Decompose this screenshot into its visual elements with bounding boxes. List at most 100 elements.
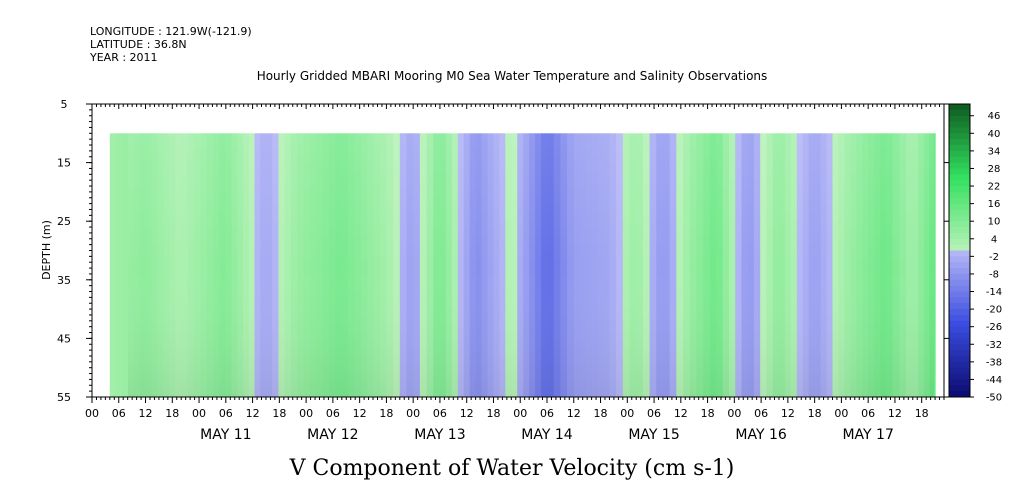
y-tick-label: 25	[57, 215, 71, 228]
colorbar-swatch	[949, 279, 970, 287]
x-hour-label: 06	[861, 407, 875, 420]
colorbar-swatch	[949, 109, 970, 117]
x-hour-label: 18	[915, 407, 929, 420]
colorbar-swatch	[949, 332, 970, 339]
colorbar-swatch	[949, 273, 970, 281]
x-hour-label: 12	[246, 407, 260, 420]
colorbar-swatch	[949, 232, 970, 240]
colorbar-swatch	[949, 203, 970, 210]
colorbar-swatch	[949, 326, 970, 333]
x-hour-label: 12	[567, 407, 581, 420]
colorbar-label: -2	[989, 252, 999, 263]
y-tick-label: 35	[57, 274, 71, 287]
colorbar-swatch	[949, 168, 970, 175]
year-label: YEAR : 2011	[89, 51, 158, 64]
x-hour-label: 00	[513, 407, 527, 420]
x-hour-label: 12	[781, 407, 795, 420]
colorbar-label: 46	[988, 111, 1001, 122]
colorbar-swatch	[949, 145, 970, 152]
x-hour-label: 06	[326, 407, 340, 420]
colorbar-label: 28	[988, 164, 1001, 175]
x-hour-label: 18	[165, 407, 179, 420]
x-day-label: MAY 14	[521, 427, 572, 443]
y-axis-label: DEPTH (m)	[40, 220, 53, 280]
x-hour-label: 18	[808, 407, 822, 420]
colorbar-swatch	[949, 180, 970, 187]
y-tick-label: 5	[61, 98, 68, 111]
x-hour-label: 12	[460, 407, 474, 420]
colorbar-swatch	[949, 162, 970, 169]
colorbar-swatch	[949, 250, 970, 257]
colorbar-swatch	[949, 350, 970, 357]
x-hour-label: 18	[272, 407, 286, 420]
colorbar-swatch	[949, 297, 970, 304]
heatmap-cell	[115, 133, 123, 398]
colorbar-label: 22	[988, 182, 1001, 193]
colorbar-swatch	[949, 285, 970, 292]
colorbar-label: 10	[988, 217, 1001, 228]
colorbar-swatch	[949, 367, 970, 374]
colorbar-swatch	[949, 303, 970, 310]
heatmap-cell	[121, 133, 129, 398]
x-day-label: MAY 11	[200, 427, 251, 443]
colorbar-swatch	[949, 391, 970, 398]
x-hour-label: 00	[85, 407, 99, 420]
colorbar-swatch	[949, 361, 970, 369]
y-axis: 5 15 25 35 45 55	[57, 98, 950, 404]
x-axis: 00 06 12 18 00 06 12 18 00 06 12 18 00 06 12 18 00 06 12 18…	[85, 104, 945, 443]
colorbar-swatch	[949, 150, 970, 158]
x-hour-label: 00	[299, 407, 313, 420]
colorbar-label: -38	[986, 357, 1002, 368]
x-hour-label: 18	[701, 407, 715, 420]
colorbar-swatch	[949, 320, 970, 328]
colorbar-swatch	[949, 338, 970, 345]
x-hour-label: 06	[219, 407, 233, 420]
x-hour-label: 18	[594, 407, 608, 420]
colorbar-swatch	[949, 156, 970, 163]
x-day-label: MAY 16	[735, 427, 786, 443]
colorbar-swatch	[949, 174, 970, 181]
x-hour-label: 06	[754, 407, 768, 420]
colorbar-swatch	[949, 121, 970, 128]
colorbar-swatch	[949, 244, 970, 251]
longitude-label: LONGITUDE : 121.9W(-121.9)	[90, 25, 252, 38]
x-hour-label: 00	[192, 407, 206, 420]
colorbar-swatch	[949, 215, 970, 222]
colorbar-label: -14	[986, 287, 1002, 298]
colorbar-label: -8	[989, 269, 999, 280]
colorbar-swatch	[949, 127, 970, 134]
colorbar-swatch	[949, 191, 970, 199]
colorbar-swatch	[949, 139, 970, 146]
plot-area	[91, 103, 945, 398]
x-hour-label: 18	[379, 407, 393, 420]
chart-title: Hourly Gridded MBARI Mooring M0 Sea Wate…	[257, 69, 768, 83]
latitude-label: LATITUDE : 36.8N	[90, 38, 187, 51]
colorbar-swatch	[949, 314, 970, 322]
depth-shading	[128, 133, 934, 397]
heatmap-cell	[109, 133, 117, 398]
colorbar-swatch	[949, 355, 970, 363]
colorbar-label: 4	[991, 234, 997, 245]
colorbar-frame	[948, 103, 971, 398]
x-hour-label: 00	[834, 407, 848, 420]
colorbar-swatch	[949, 186, 970, 193]
colorbar-label: -20	[986, 305, 1002, 316]
colorbar-swatch	[949, 221, 970, 228]
x-hour-label: 12	[674, 407, 688, 420]
x-hour-label: 00	[727, 407, 741, 420]
x-hour-label: 06	[540, 407, 554, 420]
x-day-label: MAY 12	[307, 427, 358, 443]
colorbar-swatch	[949, 385, 970, 392]
colorbar-swatch	[949, 133, 970, 140]
colorbar-label: 16	[988, 199, 1001, 210]
chart-subtitle: V Component of Water Velocity (cm s-1)	[289, 456, 735, 481]
x-day-label: MAY 13	[414, 427, 465, 443]
x-hour-label: 12	[353, 407, 367, 420]
x-hour-label: 12	[139, 407, 153, 420]
y-tick-label: 55	[57, 391, 71, 404]
colorbar-label: -44	[986, 375, 1002, 386]
colorbar-swatch	[949, 373, 970, 380]
y-tick-label: 15	[57, 157, 71, 170]
x-hour-label: 00	[620, 407, 634, 420]
x-day-label: MAY 17	[842, 427, 893, 443]
